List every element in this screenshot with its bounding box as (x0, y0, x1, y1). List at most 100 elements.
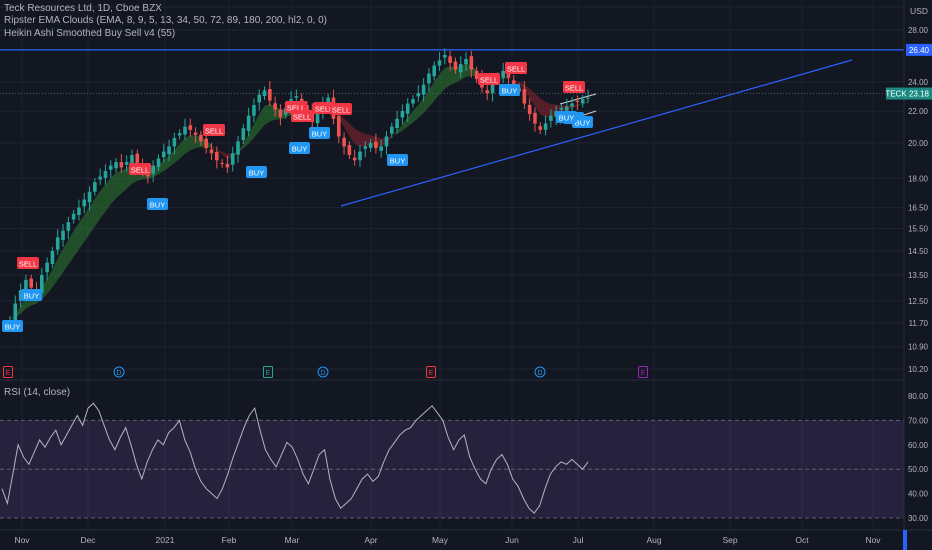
candle-body (87, 191, 92, 203)
ema-cloud-segment (444, 66, 451, 89)
dividend-marker: D (113, 366, 125, 378)
candle (342, 132, 346, 155)
candle (368, 139, 373, 152)
candle-body (580, 99, 585, 104)
ema-cloud-segment (354, 128, 360, 147)
candle (252, 98, 256, 123)
candle-body (215, 151, 219, 161)
candle (384, 131, 389, 155)
price-tick-label: 22.00 (908, 107, 929, 116)
candle (246, 107, 251, 137)
event-marker-box (263, 366, 273, 378)
candle (199, 130, 203, 146)
candle-body (204, 138, 209, 149)
ema-cloud-segment (423, 89, 429, 114)
candle (464, 52, 468, 71)
ema-cloud-segment (524, 84, 530, 99)
ema-cloud-segment (169, 149, 175, 168)
ema-cloud-segment (540, 98, 546, 118)
candle (82, 192, 87, 214)
price-tick-label: 14.50 (908, 247, 929, 256)
sell-signal-box (505, 62, 527, 74)
candle (188, 118, 193, 137)
rsi-line (1, 402, 589, 514)
candle-body (411, 99, 415, 104)
ema-cloud-segment (407, 111, 414, 127)
ema-cloud-segment (73, 222, 79, 257)
ema-cloud-segment (41, 278, 48, 300)
buy-signal-box (21, 289, 42, 301)
time-tick-label: Nov (865, 535, 881, 545)
ema-cloud-segment (428, 81, 435, 108)
candle (209, 142, 214, 161)
candle-body (188, 125, 193, 130)
buy-signal-label: BUY (5, 323, 20, 332)
candle-body (262, 90, 267, 97)
time-tick-label: Mar (285, 535, 300, 545)
buy-signal: BUY (309, 127, 330, 139)
candle (50, 246, 55, 269)
candle (268, 81, 272, 106)
candle-body (389, 126, 394, 134)
candle (358, 144, 362, 168)
ema-cloud-segment (110, 172, 117, 205)
candle-body (209, 149, 214, 154)
candle-body (246, 115, 251, 131)
price-tick-label: 20.00 (908, 139, 929, 148)
candle (416, 85, 421, 102)
candle-body (474, 70, 479, 80)
candle-body (448, 56, 452, 63)
candle (114, 158, 118, 173)
sell-signal-box (478, 73, 500, 85)
rsi-tick-label: 80.00 (908, 392, 929, 401)
candle-body (464, 58, 468, 65)
legend-indicator-ema-clouds[interactable]: Ripster EMA Clouds (EMA, 8, 9, 5, 13, 34… (4, 15, 327, 26)
candle (549, 109, 553, 128)
candle (156, 154, 161, 172)
rsi-legend[interactable]: RSI (14, close) (4, 387, 71, 398)
ema-cloud-segment (179, 138, 185, 159)
candle-body (522, 89, 527, 104)
sell-signal-box (17, 257, 39, 269)
time-tick-label: Jun (505, 535, 519, 545)
price-tick-label: 24.00 (908, 78, 929, 87)
sell-signal-label: SELL (131, 166, 149, 175)
sell-signal-label: SELL (480, 76, 498, 85)
candle-body (167, 146, 171, 155)
candle (527, 98, 532, 121)
candle-body (18, 290, 23, 301)
candle (379, 139, 383, 158)
candle-body (458, 64, 463, 73)
buy-signal-label: BUY (390, 157, 405, 166)
candle-body (379, 146, 383, 151)
ema-cloud-segment (84, 207, 90, 242)
buy-signal-label: BUY (312, 130, 327, 139)
ema-cloud-segment (359, 131, 366, 147)
sell-signal-label: SELL (19, 260, 37, 269)
candle (427, 68, 431, 92)
candle-body (230, 153, 235, 165)
candle (215, 146, 219, 169)
ticker-tag-label: TECK (885, 90, 907, 99)
event-marker-box (638, 366, 648, 378)
time-tick-label: 2021 (156, 535, 175, 545)
ema-cloud-segment (52, 258, 58, 288)
legend-title[interactable]: Teck Resources Ltd, 1D, Cboe BZX (4, 3, 162, 14)
candle-body (199, 134, 203, 142)
candle (411, 95, 415, 108)
candle-body (66, 222, 71, 231)
ema-cloud-segment (116, 170, 122, 199)
candle-body (161, 151, 166, 158)
candle-body (511, 80, 516, 88)
rsi-tick-label: 60.00 (908, 441, 929, 450)
time-tick-label: Aug (646, 535, 661, 545)
buy-signal-label: BUY (150, 201, 165, 210)
legend-indicator-heikin-ashi[interactable]: Heikin Ashi Smoothed Buy Sell v4 (55) (4, 28, 176, 39)
ema-cloud-segment (529, 88, 535, 107)
ema-cloud-segment (264, 104, 270, 126)
candle (177, 129, 182, 140)
buy-signal: BUY (289, 142, 310, 154)
ema-cloud-segment (534, 93, 541, 115)
event-marker-box (3, 366, 13, 378)
